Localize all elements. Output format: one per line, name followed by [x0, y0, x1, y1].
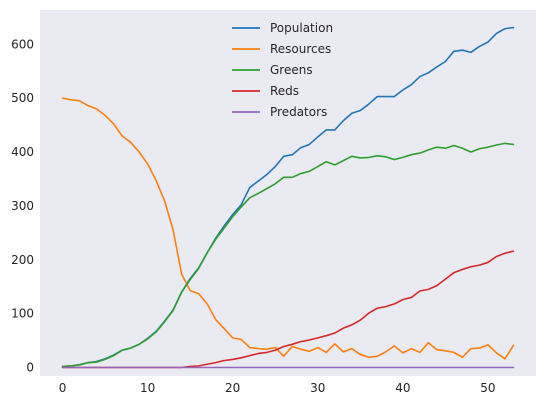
y-tick-label: 400: [11, 145, 34, 159]
x-tick-label: 30: [310, 381, 325, 395]
y-tick-label: 500: [11, 91, 34, 105]
legend-label-reds: Reds: [270, 84, 299, 98]
x-tick-labels: 0 10 20 30 40 50: [59, 381, 496, 395]
x-tick-label: 20: [225, 381, 240, 395]
series-line-greens: [61, 142, 515, 368]
series-line-resources: [61, 97, 515, 360]
series-layer: [61, 26, 515, 369]
y-tick-label: 0: [26, 360, 34, 374]
legend-label-resources: Resources: [270, 42, 331, 56]
plot-area: [40, 10, 536, 376]
y-tick-label: 600: [11, 37, 34, 51]
legend-label-population: Population: [270, 21, 333, 35]
y-tick-label: 200: [11, 253, 34, 267]
legend: Population Resources Greens Reds Predators: [232, 21, 333, 119]
x-tick-label: 10: [140, 381, 155, 395]
legend-label-predators: Predators: [270, 105, 327, 119]
y-tick-label: 100: [11, 307, 34, 321]
x-tick-label: 0: [59, 381, 67, 395]
y-tick-labels: 0 100 200 300 400 500 600: [11, 37, 34, 374]
x-tick-label: 40: [395, 381, 410, 395]
legend-label-greens: Greens: [270, 63, 313, 77]
x-tick-label: 50: [480, 381, 495, 395]
y-tick-label: 300: [11, 199, 34, 213]
